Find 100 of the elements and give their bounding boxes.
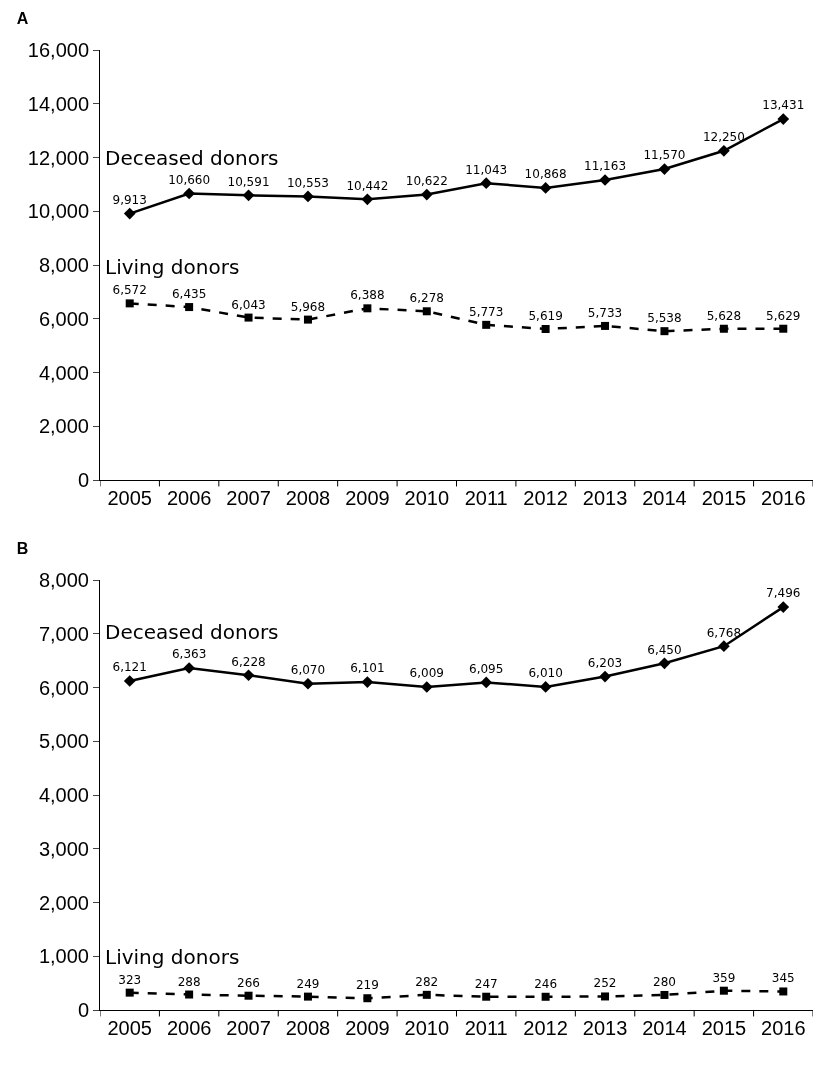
y-tick-label: 12,000 (27, 146, 89, 169)
data-label: 12,250 (702, 130, 745, 145)
series-label: Living donors (105, 255, 240, 279)
point (303, 992, 312, 1001)
x-tick-label: 2016 (761, 1017, 806, 1039)
point (361, 193, 374, 206)
point (480, 676, 493, 689)
point (539, 182, 552, 194)
x-tick-label: 2015 (701, 1017, 747, 1039)
data-label: 6,070 (290, 663, 326, 678)
point (185, 990, 194, 999)
data-label: 323 (118, 972, 142, 987)
y-tick-label: 10,000 (27, 200, 89, 223)
point (541, 324, 550, 333)
data-label: 11,043 (465, 162, 508, 177)
point (244, 313, 253, 322)
point (125, 988, 134, 997)
data-label: 6,278 (409, 291, 444, 306)
data-label: 247 (474, 976, 498, 991)
point (482, 320, 491, 329)
series-label: Living donors (105, 945, 240, 969)
data-label: 6,228 (231, 654, 266, 669)
data-label: 266 (237, 975, 260, 990)
point (777, 601, 790, 613)
point (302, 677, 314, 690)
x-tick-label: 2009 (345, 1017, 390, 1039)
y-tick-label: 16,000 (27, 39, 89, 61)
y-tick-label: 2,000 (38, 891, 89, 914)
point (660, 990, 669, 999)
y-tick-label: 6,000 (38, 676, 89, 699)
x-tick-label: 2012 (523, 487, 568, 509)
data-label: 6,435 (171, 287, 207, 302)
data-label: 6,450 (647, 642, 682, 657)
point (482, 992, 491, 1001)
point (185, 303, 194, 312)
data-label: 6,010 (528, 666, 563, 681)
point (302, 190, 314, 203)
point (539, 681, 552, 693)
data-label: 6,572 (112, 283, 147, 298)
x-tick-label: 2006 (166, 487, 212, 509)
data-label: 6,121 (112, 660, 147, 675)
point (303, 315, 312, 324)
point (420, 681, 433, 693)
point (422, 990, 431, 999)
x-tick-label: 2015 (701, 487, 747, 509)
data-label: 219 (355, 978, 379, 993)
y-tick-label: 4,000 (38, 361, 89, 384)
data-label: 5,733 (587, 305, 623, 320)
point (601, 992, 610, 1001)
x-tick-label: 2014 (642, 487, 687, 509)
y-tick-label: 4,000 (38, 784, 89, 806)
point (719, 986, 728, 995)
point (480, 177, 493, 190)
x-tick-label: 2005 (107, 487, 152, 509)
data-label: 11,163 (584, 159, 627, 174)
data-label: 6,768 (706, 625, 742, 640)
y-tick-label: 6,000 (38, 307, 89, 330)
data-label: 288 (177, 974, 201, 989)
point (779, 324, 788, 333)
data-label: 13,431 (762, 98, 805, 113)
point (599, 670, 611, 683)
data-label: 6,388 (350, 288, 385, 303)
data-label: 7,496 (766, 586, 801, 601)
y-tick-label: 14,000 (27, 92, 89, 115)
y-tick-label: 8,000 (38, 254, 89, 276)
data-label: 6,363 (171, 647, 207, 662)
data-label: 10,660 (168, 172, 211, 187)
point (244, 991, 253, 1000)
point (125, 299, 134, 308)
point (601, 321, 610, 330)
point (541, 992, 550, 1001)
x-tick-label: 2010 (404, 487, 450, 509)
point (718, 640, 730, 653)
y-tick-label: 5,000 (38, 730, 89, 753)
x-tick-label: 2011 (464, 487, 508, 509)
chart-title: A (16, 10, 29, 28)
x-tick-label: 2007 (226, 487, 271, 509)
x-tick-label: 2016 (761, 487, 806, 509)
series-label: Deceased donors (105, 146, 279, 170)
y-tick-label: 0 (77, 469, 89, 491)
x-tick-label: 2013 (582, 487, 628, 509)
point (183, 187, 195, 200)
data-label: 6,203 (587, 655, 623, 670)
data-label: 5,629 (766, 308, 801, 323)
data-label: 6,101 (350, 661, 385, 676)
point (123, 207, 136, 220)
point (658, 163, 671, 175)
data-label: 345 (771, 971, 795, 986)
data-label: 10,442 (346, 178, 389, 193)
point (658, 657, 671, 670)
x-tick-label: 2010 (404, 1017, 450, 1039)
data-label: 246 (534, 976, 558, 991)
y-tick-label: 1,000 (38, 945, 89, 968)
data-label: 5,968 (290, 299, 326, 314)
data-label: 5,538 (647, 311, 682, 326)
data-label: 249 (296, 976, 320, 991)
point (361, 676, 374, 688)
data-label: 5,628 (706, 308, 742, 323)
point (363, 994, 372, 1003)
x-tick-label: 2009 (345, 487, 390, 509)
